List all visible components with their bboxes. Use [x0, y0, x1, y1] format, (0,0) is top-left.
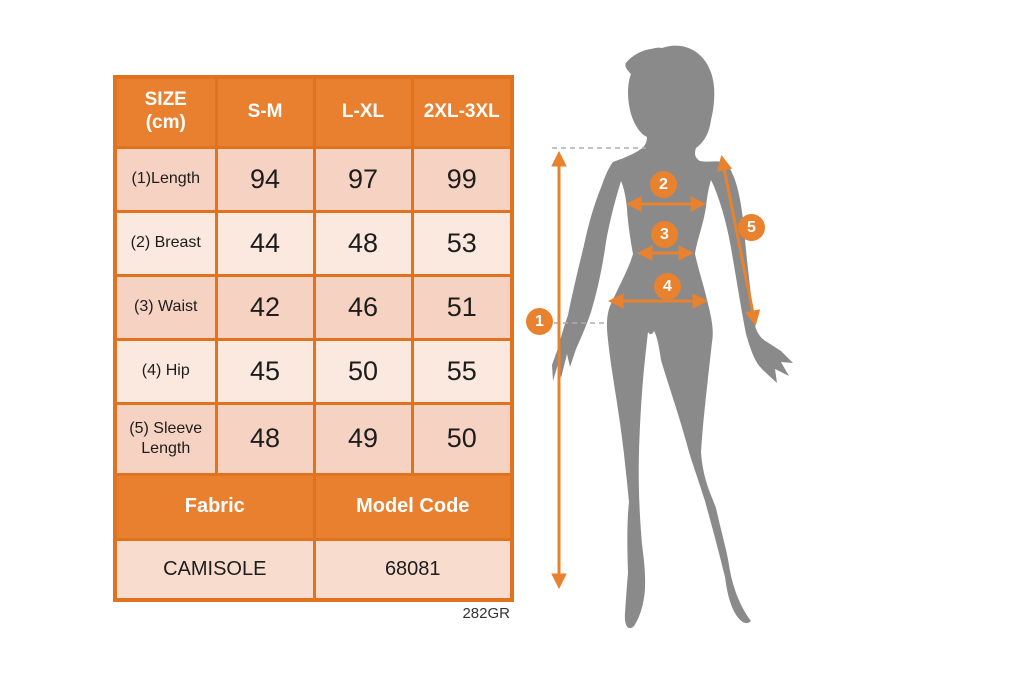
- model-code-header: Model Code: [312, 472, 514, 541]
- table-footer-value-row: CAMISOLE 68081: [113, 537, 514, 602]
- size-header-2xl3xl: 2XL-3XL: [410, 75, 514, 149]
- waist-value-lxl: 46: [312, 273, 414, 341]
- model-code-value: 68081: [312, 537, 514, 602]
- waist-value-2xl3xl: 51: [410, 273, 514, 341]
- table-row-hip: (4) Hip 45 50 55: [113, 337, 514, 405]
- measure-badge-breast: 2: [650, 171, 677, 198]
- table-row-sleeve-length: (5) Sleeve Length 48 49 50: [113, 401, 514, 476]
- row-label-breast: (2) Breast: [113, 209, 218, 277]
- fabric-header: Fabric: [113, 472, 316, 541]
- length-value-2xl3xl: 99: [410, 145, 514, 213]
- sleeve-measure-arrow: [716, 154, 761, 327]
- measurement-diagram: 1 2 3 4 5: [526, 28, 850, 648]
- waist-value-sm: 42: [214, 273, 316, 341]
- hip-value-sm: 45: [214, 337, 316, 405]
- breast-value-sm: 44: [214, 209, 316, 277]
- row-label-waist: (3) Waist: [113, 273, 218, 341]
- size-table-header-row: SIZE (cm) S-M L-XL 2XL-3XL: [113, 75, 514, 149]
- table-row-waist: (3) Waist 42 46 51: [113, 273, 514, 341]
- sleeve-value-lxl: 49: [312, 401, 414, 476]
- hip-value-lxl: 50: [312, 337, 414, 405]
- size-header-lxl: L-XL: [312, 75, 414, 149]
- size-table: SIZE (cm) S-M L-XL 2XL-3XL (1)Length 94 …: [113, 75, 514, 602]
- female-silhouette: [552, 45, 793, 629]
- row-label-sleeve-length: (5) Sleeve Length: [113, 401, 218, 476]
- hip-value-2xl3xl: 55: [410, 337, 514, 405]
- size-header-sm: S-M: [214, 75, 316, 149]
- style-code-label: 282GR: [462, 605, 510, 622]
- fabric-value: CAMISOLE: [113, 537, 316, 602]
- size-unit-header: SIZE (cm): [113, 75, 218, 149]
- breast-value-2xl3xl: 53: [410, 209, 514, 277]
- row-label-hip: (4) Hip: [113, 337, 218, 405]
- breast-value-lxl: 48: [312, 209, 414, 277]
- table-row-breast: (2) Breast 44 48 53: [113, 209, 514, 277]
- length-value-sm: 94: [214, 145, 316, 213]
- table-footer-header-row: Fabric Model Code: [113, 472, 514, 541]
- length-value-lxl: 97: [312, 145, 414, 213]
- measure-badge-hip: 4: [654, 273, 681, 300]
- body-silhouette-figure: [551, 45, 793, 629]
- measure-badge-waist: 3: [651, 221, 678, 248]
- sleeve-value-2xl3xl: 50: [410, 401, 514, 476]
- row-label-length: (1)Length: [113, 145, 218, 213]
- measure-badge-length: 1: [526, 308, 553, 335]
- sleeve-value-sm: 48: [214, 401, 316, 476]
- measure-badge-sleeve: 5: [738, 214, 765, 241]
- table-row-length: (1)Length 94 97 99: [113, 145, 514, 213]
